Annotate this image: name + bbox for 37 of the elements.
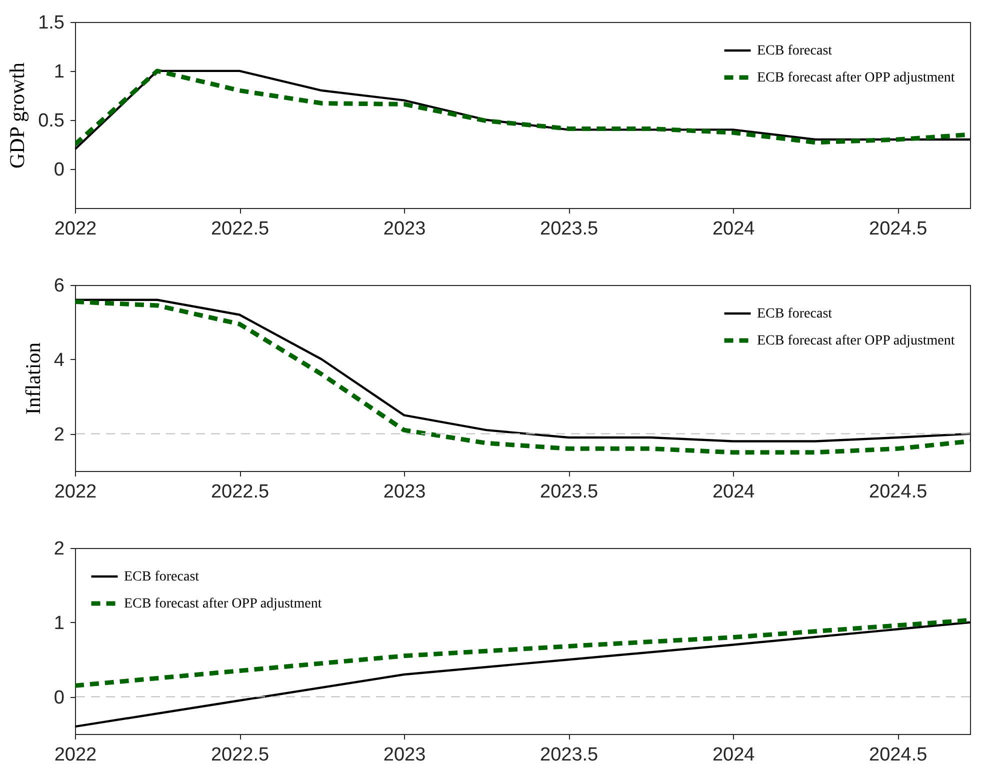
y-axis-title: Inflation — [20, 342, 45, 415]
y-tick-label: 1 — [54, 612, 64, 634]
y-tick-label: 0.5 — [38, 110, 64, 132]
y-tick-label: 6 — [54, 276, 64, 296]
x-tick-label: 2024 — [712, 218, 756, 240]
y-tick-label: 4 — [54, 350, 65, 371]
y-tick-label: 0 — [54, 687, 64, 708]
x-tick-label: 2022.5 — [210, 744, 270, 766]
line-series — [75, 621, 970, 728]
x-tick-label: 2022 — [54, 482, 97, 502]
legend-label: ECB forecast — [757, 306, 832, 322]
x-tick-label: 2023 — [383, 482, 426, 502]
x-tick-label: 2023 — [383, 218, 426, 240]
y-tick-label: 2 — [54, 424, 64, 446]
y-tick-label: 2 — [54, 538, 64, 560]
x-tick-label: 2022 — [54, 218, 97, 240]
legend-label: ECB forecast after OPP adjustment — [757, 70, 955, 86]
x-tick-label: 2024.5 — [869, 744, 928, 766]
x-tick-label: 2023.5 — [540, 218, 598, 240]
x-tick-label: 2024.5 — [869, 218, 928, 240]
y-tick-label: 0 — [54, 159, 64, 180]
y-axis-title: GDP growth — [5, 62, 30, 168]
legend-label: ECB forecast after OPP adjustment — [757, 334, 955, 348]
legend-label: ECB forecast — [757, 44, 832, 58]
y-tick-label: 1 — [54, 61, 64, 82]
x-tick-label: 2024 — [712, 744, 756, 766]
x-tick-label: 2022 — [54, 744, 97, 766]
x-tick-label: 2024.5 — [869, 482, 928, 502]
x-tick-label: 2022.5 — [210, 482, 270, 502]
x-tick-label: 2024 — [712, 482, 756, 502]
legend-label: ECB forecast — [124, 570, 200, 584]
x-tick-label: 2023 — [383, 744, 426, 766]
x-tick-label: 2022.5 — [210, 218, 270, 240]
legend-label: ECB forecast after OPP adjustment — [124, 596, 322, 612]
y-tick-label: 1.5 — [38, 12, 64, 34]
x-tick-label: 2023.5 — [540, 482, 598, 502]
x-tick-label: 2023.5 — [540, 744, 598, 766]
